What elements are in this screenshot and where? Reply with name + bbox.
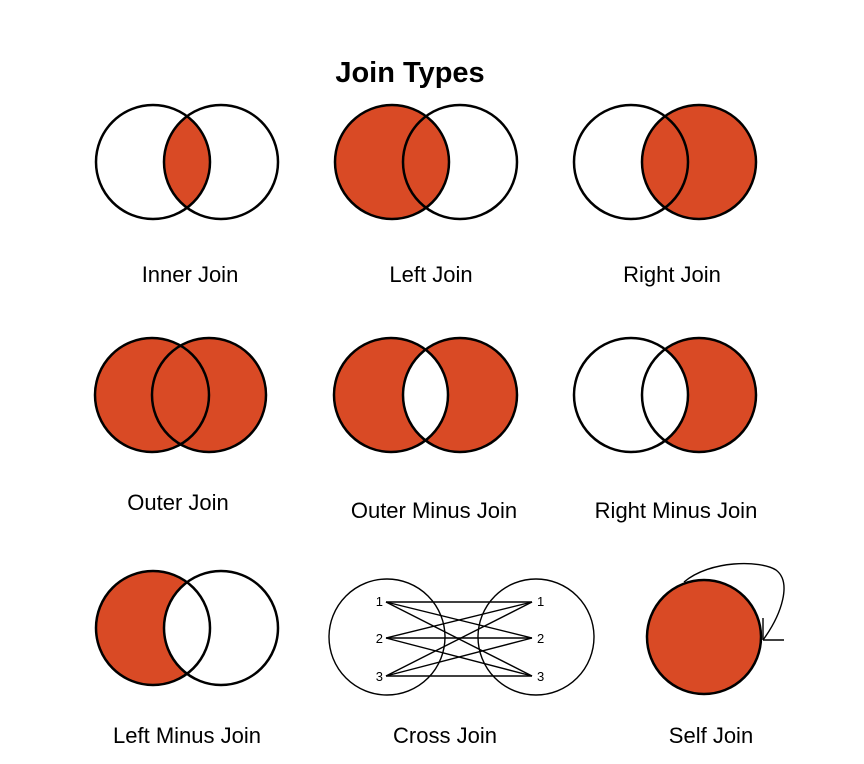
inner-join-left-circle xyxy=(94,103,212,221)
left-join-left-circle xyxy=(333,103,451,221)
cross-right-row-label: 3 xyxy=(537,669,544,684)
cross-join-lines xyxy=(385,601,533,677)
cross-right-row-label: 1 xyxy=(537,594,544,609)
self-join-diagram xyxy=(645,562,785,696)
inner-join-right-circle xyxy=(162,103,280,221)
left-join-right-circle xyxy=(401,103,519,221)
cross-right-row-label: 2 xyxy=(537,631,544,646)
left-join-left-fill xyxy=(335,105,449,219)
left-minus-join-diagram xyxy=(94,569,280,687)
right-minus-join-label: Right Minus Join xyxy=(595,498,758,523)
self-join-label: Self Join xyxy=(669,723,753,748)
cross-left-row-label: 1 xyxy=(376,594,383,609)
self-join-loop-arrow xyxy=(683,562,785,641)
right-join-right-fill xyxy=(642,105,756,219)
cross-join-left-circle xyxy=(328,578,446,696)
left-minus-left-fill xyxy=(96,571,210,685)
right-join-label: Right Join xyxy=(623,262,721,287)
right-minus-join-diagram xyxy=(572,336,758,454)
inner-join-overlap xyxy=(164,105,210,219)
right-minus-right-fill xyxy=(642,338,756,452)
outer-minus-right-circle xyxy=(401,336,519,454)
left-join-diagram xyxy=(333,103,519,221)
cross-left-row-label: 3 xyxy=(376,669,383,684)
left-minus-right-circle xyxy=(162,569,280,687)
right-join-right-circle xyxy=(640,103,758,221)
outer-minus-overlap-cutout xyxy=(403,338,448,452)
outer-join-right-circle xyxy=(150,336,268,454)
cross-line xyxy=(385,601,533,677)
outer-minus-left-circle xyxy=(332,336,450,454)
cross-line xyxy=(385,601,533,639)
self-join-fill xyxy=(647,580,761,694)
self-join-circle xyxy=(645,578,763,696)
right-minus-right-circle xyxy=(640,336,758,454)
cross-line xyxy=(385,637,533,677)
left-minus-left-circle xyxy=(94,569,212,687)
outer-minus-join-label: Outer Minus Join xyxy=(351,498,517,523)
right-minus-left-circle xyxy=(572,336,690,454)
outer-join-diagram xyxy=(93,336,268,454)
cross-left-row-label: 2 xyxy=(376,631,383,646)
right-join-diagram xyxy=(572,103,758,221)
outer-join-left-circle xyxy=(93,336,211,454)
left-minus-join-label: Left Minus Join xyxy=(113,723,261,748)
left-join-label: Left Join xyxy=(389,262,472,287)
inner-join-diagram xyxy=(94,103,280,221)
inner-join-label: Inner Join xyxy=(142,262,239,287)
page-title: Join Types xyxy=(335,57,484,89)
outer-minus-join-diagram xyxy=(332,336,519,454)
cross-join-diagram: 1 2 3 1 2 3 xyxy=(328,578,595,696)
cross-join-right-circle xyxy=(477,578,595,696)
outer-join-label: Outer Join xyxy=(127,490,229,515)
right-join-left-circle xyxy=(572,103,690,221)
cross-join-label: Cross Join xyxy=(393,723,497,748)
